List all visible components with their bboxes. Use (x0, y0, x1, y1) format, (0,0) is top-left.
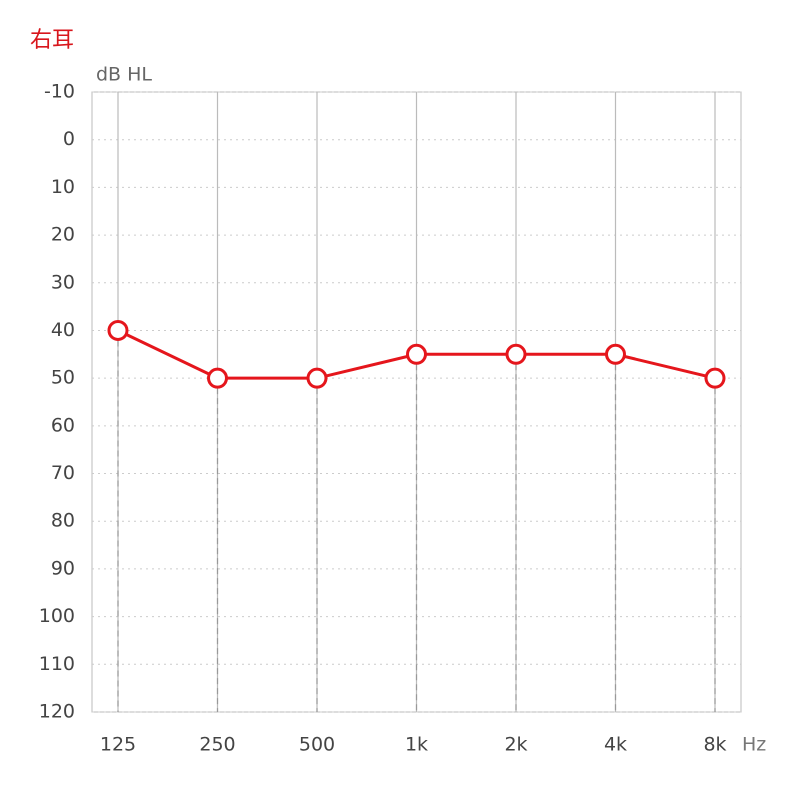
y-tick-label: 110 (39, 653, 75, 675)
x-axis-label: Hz (742, 734, 766, 756)
x-tick-label: 2k (504, 734, 527, 756)
data-point (505, 343, 527, 365)
data-point (704, 367, 726, 389)
x-tick-label: 1k (405, 734, 428, 756)
y-tick-label: 80 (51, 510, 75, 532)
x-tick-label: 4k (604, 734, 627, 756)
chart-title: 右耳 (30, 28, 74, 53)
x-tick-label: 250 (199, 734, 235, 756)
y-tick-label: 50 (51, 367, 75, 389)
y-tick-label: 20 (51, 224, 75, 246)
y-tick-label: 90 (51, 557, 75, 579)
y-tick-label: 120 (39, 701, 75, 723)
y-tick-label: 40 (51, 319, 75, 341)
data-point (605, 343, 626, 365)
data-point (107, 319, 129, 341)
x-tick-label: 500 (299, 734, 335, 756)
y-tick-label: 10 (51, 176, 75, 198)
data-point (207, 367, 228, 389)
data-point (406, 343, 427, 365)
data-point (306, 367, 328, 389)
x-tick-label: 8k (703, 734, 726, 756)
y-tick-label: 100 (39, 605, 75, 627)
y-tick-label: -10 (44, 81, 75, 103)
y-tick-label: 0 (63, 128, 75, 150)
y-tick-label: 70 (51, 462, 75, 484)
x-tick-label: 125 (100, 734, 136, 756)
y-tick-label: 60 (51, 414, 75, 436)
y-tick-label: 30 (51, 271, 75, 293)
y-axis-label: dB HL (96, 64, 152, 86)
